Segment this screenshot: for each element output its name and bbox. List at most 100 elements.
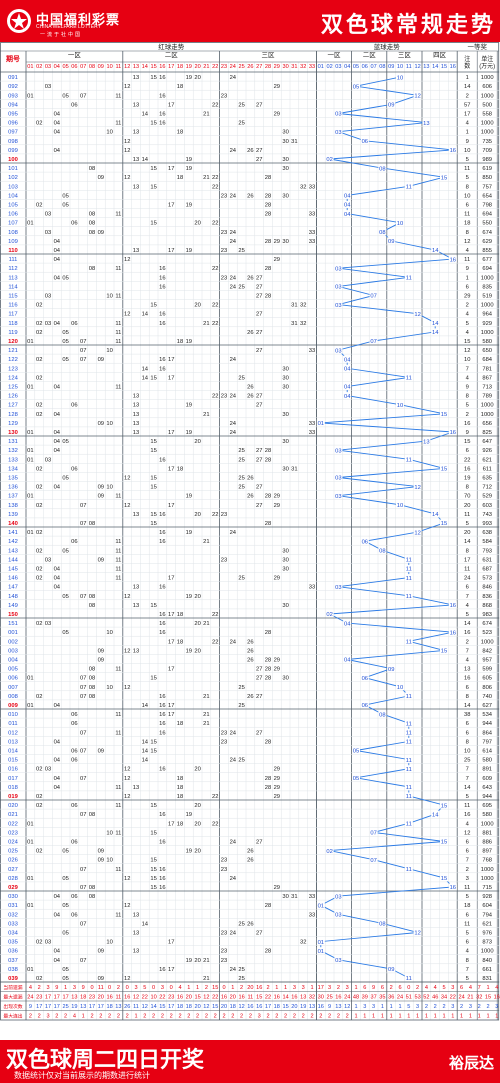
- prize-count-value: 9: [466, 430, 469, 436]
- red-ball-12: 12: [124, 84, 130, 90]
- red-ball-23: 23: [221, 275, 227, 281]
- red-ball-24: 24: [230, 930, 237, 936]
- prize-amount-value: 674: [482, 621, 492, 627]
- stat-value: 1: [434, 1014, 437, 1020]
- red-ball-10: 10: [106, 421, 112, 427]
- prize-count-value: 17: [464, 557, 470, 563]
- red-ball-16: 16: [159, 721, 165, 727]
- blue-ball-14: 14: [432, 248, 439, 254]
- red-ball-33: 33: [309, 585, 315, 591]
- stat-value: 24: [458, 995, 464, 1001]
- stat-value: 2: [117, 985, 120, 991]
- red-ball-07: 07: [80, 348, 86, 354]
- stat-value: 17: [318, 985, 324, 991]
- statistics-note: 数据统计仅对当前展示的期数进行统计: [14, 1071, 150, 1080]
- period-label: 114: [8, 284, 18, 290]
- blue-ball-backdrop: [352, 774, 360, 782]
- blue-ball-08: 08: [379, 166, 385, 172]
- blue-ball-04: 04: [344, 203, 351, 209]
- blue-ball-backdrop: [378, 919, 387, 927]
- red-ball-18: 18: [177, 776, 183, 782]
- blue-ball-backdrop: [440, 464, 448, 472]
- period-label: 141: [8, 530, 18, 536]
- red-ball-16: 16: [159, 839, 165, 845]
- period-label: 008: [8, 694, 18, 700]
- blue-ball-backdrop: [387, 965, 396, 973]
- prize-count-value: 1: [466, 75, 469, 81]
- red-ball-09: 09: [98, 557, 104, 563]
- stat-value: 6: [398, 985, 401, 991]
- prize-amount-value: 831: [482, 976, 492, 982]
- stat-value: 2: [90, 1014, 93, 1020]
- blue-ball-backdrop: [360, 137, 369, 145]
- red-ball-06: 06: [71, 221, 77, 227]
- lottery-emblem-icon: [7, 9, 31, 33]
- stat-value: 2: [152, 1014, 155, 1020]
- red-ball-08: 08: [89, 221, 95, 227]
- red-ball-11: 11: [115, 339, 121, 345]
- blue-ball-09: 09: [388, 667, 394, 673]
- red-ball-23: 23: [221, 557, 227, 563]
- stat-value: 20: [291, 1004, 297, 1010]
- red-ball-30: 30: [282, 366, 288, 372]
- red-ball-15: 15: [150, 676, 156, 682]
- blue-ball-backdrop: [334, 346, 343, 354]
- red-ball-07: 07: [80, 685, 86, 691]
- red-ball-02: 02: [36, 403, 42, 409]
- blue-ball-11: 11: [406, 184, 412, 190]
- period-label: 004: [8, 657, 18, 663]
- red-ball-29: 29: [274, 657, 280, 663]
- red-ball-06: 06: [71, 321, 77, 327]
- red-ball-01: 01: [27, 457, 33, 463]
- red-ball-11: 11: [115, 293, 121, 299]
- red-ball-15: 15: [150, 603, 156, 609]
- red-ball-19: 19: [186, 339, 192, 345]
- red-ball-24: 24: [230, 639, 237, 645]
- red-ball-04: 04: [54, 949, 61, 955]
- blue-ball-08: 08: [379, 230, 385, 236]
- period-label: 123: [8, 366, 18, 372]
- blue-section-header: 蓝球走势: [374, 42, 401, 51]
- blue-ball-16: 16: [450, 430, 456, 436]
- prize-count-value: 15: [464, 339, 470, 345]
- top-banner: 中国福利彩票 CHINA WELFARE LOTTERY 一流于社中国 双色球常…: [0, 0, 500, 42]
- red-ball-05: 05: [62, 475, 68, 481]
- stat-value: 20: [186, 995, 192, 1001]
- red-ball-27: 27: [256, 403, 262, 409]
- period-label: 032: [8, 912, 18, 918]
- prize-amount-value: 989: [482, 157, 492, 163]
- stat-value: 18: [186, 1004, 192, 1010]
- red-ball-16: 16: [159, 111, 165, 117]
- stat-value: 17: [36, 1004, 42, 1010]
- red-ball-22: 22: [212, 794, 218, 800]
- red-ball-04: 04: [54, 576, 61, 582]
- period-label: 035: [8, 940, 18, 946]
- red-ball-05: 05: [62, 876, 68, 882]
- prize-count-value: 11: [464, 212, 470, 218]
- red-ball-01: 01: [27, 821, 33, 827]
- red-ball-02: 02: [36, 767, 42, 773]
- draw-schedule-text: 双色球周二四日开奖: [6, 1048, 205, 1073]
- period-label: 111: [9, 257, 18, 263]
- stat-value: 2: [126, 1014, 129, 1020]
- stat-value: 2: [337, 1014, 340, 1020]
- red-ball-22: 22: [212, 102, 218, 108]
- blue-ball-04: 04: [344, 394, 351, 400]
- red-ball-15: 15: [150, 803, 156, 809]
- stat-value: 1: [187, 985, 190, 991]
- period-label: 029: [8, 885, 18, 891]
- red-ball-25: 25: [238, 284, 244, 290]
- red-ball-05: 05: [62, 330, 68, 336]
- red-zone-header-1: 一区: [68, 51, 82, 59]
- blue-ball-backdrop: [448, 146, 457, 154]
- red-ball-09: 09: [98, 976, 104, 982]
- stat-value: 3: [293, 985, 296, 991]
- stat-value: 32: [476, 995, 482, 1001]
- red-ball-07: 07: [80, 748, 86, 754]
- stat-label: 当前遗漏: [3, 984, 22, 991]
- red-ball-21: 21: [203, 321, 209, 327]
- red-ball-25: 25: [238, 248, 244, 254]
- blue-ball-backdrop: [343, 210, 352, 218]
- red-ball-10: 10: [106, 348, 112, 354]
- red-ball-16: 16: [159, 321, 165, 327]
